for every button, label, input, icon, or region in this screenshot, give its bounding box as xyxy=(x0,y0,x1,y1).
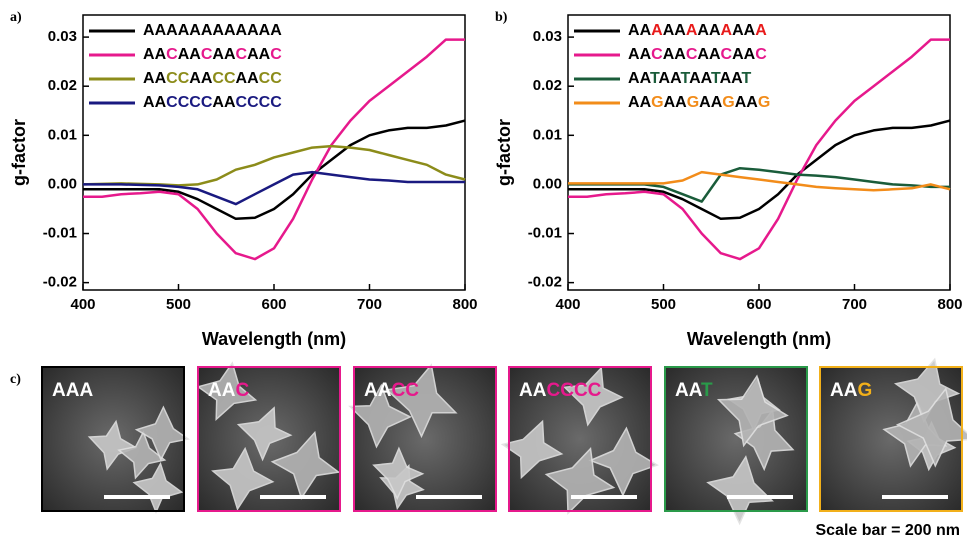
series-line xyxy=(83,170,465,206)
particle xyxy=(716,374,789,448)
particle xyxy=(134,405,190,462)
panel-label: c) xyxy=(10,372,21,387)
micrograph-label: AAA xyxy=(52,380,93,401)
legend-label: AAAAAAAAAAAA xyxy=(143,22,282,39)
micrograph-frame xyxy=(819,366,963,512)
particle xyxy=(348,383,412,449)
y-tick-label: -0.02 xyxy=(43,274,77,291)
particle xyxy=(372,446,425,501)
legend-label: AACCAACCAACC xyxy=(143,70,282,87)
series-line xyxy=(568,170,951,192)
particle xyxy=(706,455,774,526)
micrograph-label: AAC xyxy=(208,380,249,401)
x-tick-label: 800 xyxy=(937,296,962,313)
particle xyxy=(270,430,341,500)
panel-label: a) xyxy=(10,10,22,25)
x-tick-label: 600 xyxy=(261,296,286,313)
particle xyxy=(87,419,138,471)
y-tick-label: 0.01 xyxy=(48,126,77,143)
y-axis-title: g-factor xyxy=(494,119,514,186)
particle xyxy=(117,430,167,480)
series-line xyxy=(568,38,950,261)
particle xyxy=(563,366,624,427)
x-tick-label: 700 xyxy=(357,296,382,313)
y-tick-label: 0.02 xyxy=(533,77,562,94)
micrograph-frame xyxy=(353,366,497,512)
y-tick-label: -0.01 xyxy=(43,224,77,241)
micrograph-label: AAG xyxy=(830,380,872,401)
series-line xyxy=(83,38,465,261)
series-line xyxy=(83,119,466,221)
micrograph-label: AAT xyxy=(675,380,713,401)
y-tick-label: 0.03 xyxy=(533,28,562,45)
particle xyxy=(385,363,458,439)
panel-label: b) xyxy=(495,10,508,25)
particle xyxy=(236,406,293,462)
series-line xyxy=(568,119,951,221)
micrograph-frame xyxy=(508,366,652,512)
series-line xyxy=(568,166,950,203)
y-tick-label: 0.00 xyxy=(533,175,562,192)
y-tick-label: 0.00 xyxy=(48,175,77,192)
micrograph-label: AACCCC xyxy=(519,380,602,401)
legend-label: AACAACAACAAC xyxy=(143,46,282,63)
micrograph-frame xyxy=(41,366,185,512)
legend-label: AACCCCAACCCC xyxy=(143,94,282,111)
y-tick-label: 0.02 xyxy=(48,77,77,94)
legend-label: AAAAAAAAAAAA xyxy=(628,22,767,39)
x-tick-label: 700 xyxy=(842,296,867,313)
x-tick-label: 600 xyxy=(746,296,771,313)
x-tick-label: 800 xyxy=(452,296,477,313)
x-tick-label: 500 xyxy=(651,296,676,313)
particle xyxy=(211,446,275,511)
legend-label: AACAACAACAAC xyxy=(628,46,767,63)
legend-label: AATAATAATAAT xyxy=(628,70,752,87)
x-tick-label: 400 xyxy=(555,296,580,313)
y-tick-label: 0.01 xyxy=(533,126,562,143)
particle xyxy=(132,461,184,514)
y-tick-label: -0.01 xyxy=(528,224,562,241)
micrograph-label: AACC xyxy=(364,380,419,401)
scale-note: Scale bar = 200 nm xyxy=(815,522,960,539)
micrograph-frame xyxy=(197,366,341,512)
series-line xyxy=(82,144,466,187)
x-tick-label: 500 xyxy=(166,296,191,313)
x-tick-label: 400 xyxy=(70,296,95,313)
y-tick-label: 0.03 xyxy=(48,28,77,45)
particle xyxy=(895,387,967,468)
particle xyxy=(733,408,795,472)
x-axis-title: Wavelength (nm) xyxy=(202,329,346,349)
particle xyxy=(544,447,616,516)
particle xyxy=(500,419,564,480)
micrograph-frame xyxy=(664,366,808,512)
legend-label: AAGAAGAAGAAG xyxy=(628,94,770,111)
y-tick-label: -0.02 xyxy=(528,274,562,291)
x-axis-title: Wavelength (nm) xyxy=(687,329,831,349)
y-axis-title: g-factor xyxy=(9,119,29,186)
